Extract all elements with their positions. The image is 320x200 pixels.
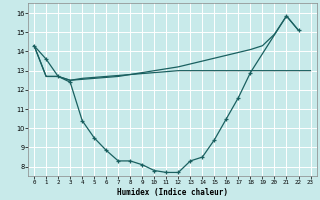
X-axis label: Humidex (Indice chaleur): Humidex (Indice chaleur) (117, 188, 228, 197)
